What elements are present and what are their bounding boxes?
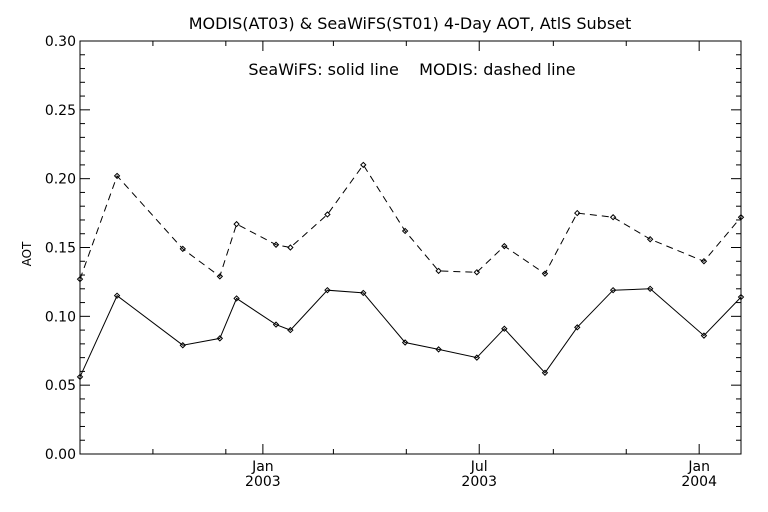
x-tick-label-month: Jan — [251, 459, 274, 475]
seawifs-data-point — [541, 369, 549, 376]
seawifs-data-point — [700, 332, 708, 339]
seawifs-data-point — [324, 286, 331, 294]
y-tick-label: 0.20 — [45, 172, 76, 188]
line-style-annotation: SeaWiFS: solid line MODIS: dashed line — [248, 60, 575, 79]
modis-data-point — [179, 245, 187, 253]
y-tick-label: 0.15 — [45, 241, 76, 257]
y-tick-label: 0.05 — [45, 378, 76, 394]
seawifs-data-point — [737, 293, 745, 301]
modis-data-point — [737, 214, 745, 221]
plot-area-frame — [79, 40, 742, 455]
seawifs-data-point — [435, 346, 442, 353]
seawifs-data-point — [113, 292, 121, 299]
x-tick-label-year: 2003 — [461, 474, 497, 490]
seawifs-data-point — [287, 326, 294, 334]
modis-data-point — [360, 161, 367, 169]
seawifs-data-point — [473, 354, 481, 361]
modis-data-point — [541, 270, 549, 277]
seawifs-series-line — [79, 288, 742, 378]
seawifs-data-point — [233, 295, 240, 302]
modis-data-point — [76, 275, 84, 283]
modis-data-point — [272, 241, 280, 248]
modis-data-point — [473, 269, 481, 276]
modis-data-point — [324, 211, 331, 218]
seawifs-data-point — [272, 321, 280, 328]
modis-data-point — [287, 244, 294, 251]
y-tick-label: 0.10 — [45, 309, 76, 325]
modis-data-point — [609, 214, 617, 221]
x-tick-label-month: Jan — [687, 459, 710, 475]
seawifs-data-point — [179, 342, 187, 349]
y-axis: 0.00 0.05 0.10 0.15 0.20 0.25 0.30 — [45, 34, 741, 463]
y-tick-label: 0.25 — [45, 103, 76, 119]
seawifs-data-point — [216, 335, 224, 342]
x-tick-label-month: Jul — [470, 459, 488, 475]
x-tick-label-year: 2003 — [245, 474, 281, 490]
y-tick-label: 0.30 — [45, 34, 76, 50]
modis-data-point — [216, 273, 224, 280]
seawifs-data-point — [360, 289, 367, 297]
modis-data-point — [574, 209, 581, 217]
modis-data-point — [501, 242, 508, 250]
x-tick-label-year: 2004 — [681, 474, 717, 490]
seawifs-data-point — [501, 325, 508, 332]
seawifs-data-point — [76, 373, 84, 381]
chart-title: MODIS(AT03) & SeaWiFS(ST01) 4-Day AOT, A… — [189, 14, 632, 33]
modis-data-point — [646, 236, 654, 243]
modis-data-point — [233, 220, 240, 228]
seawifs-data-point — [574, 324, 581, 331]
y-axis-label: AOT — [20, 241, 34, 266]
seawifs-data-point — [646, 285, 654, 293]
y-tick-label: 0.00 — [45, 447, 76, 463]
series-layer — [76, 161, 745, 381]
modis-data-point — [435, 267, 442, 275]
modis-series-line — [79, 164, 742, 280]
modis-data-point — [401, 227, 409, 235]
seawifs-data-point — [401, 339, 409, 346]
seawifs-data-point — [609, 286, 617, 294]
modis-data-point — [113, 172, 121, 180]
modis-data-point — [700, 258, 708, 265]
